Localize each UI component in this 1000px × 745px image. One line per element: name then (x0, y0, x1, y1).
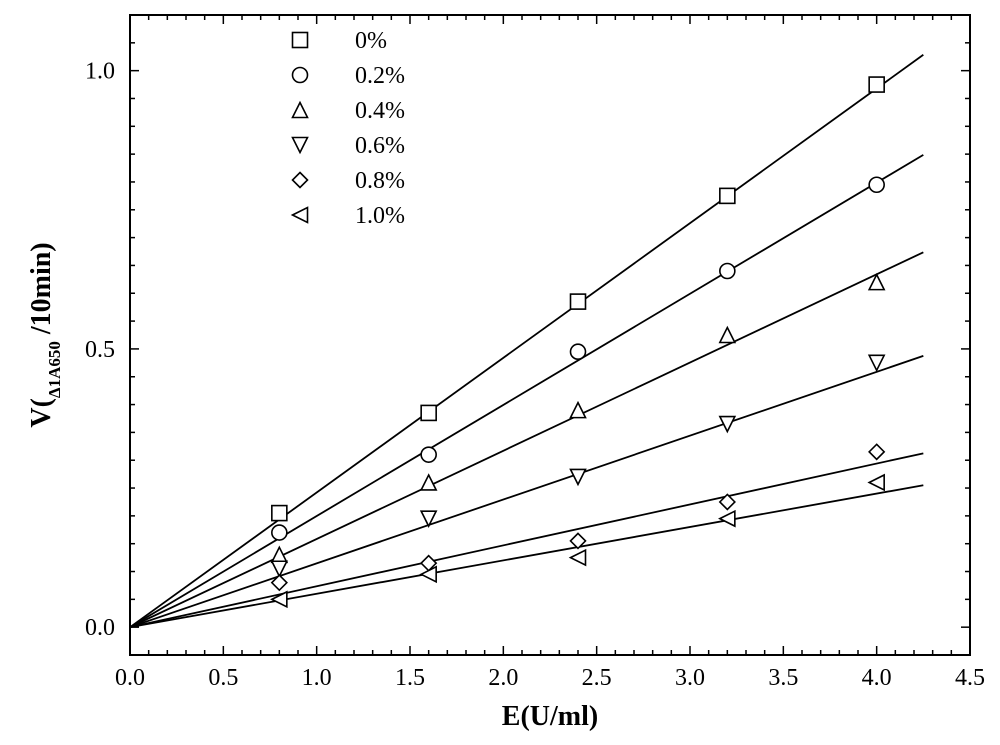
x-tick-label: 1.0 (302, 665, 332, 691)
data-marker (869, 177, 884, 192)
data-marker (571, 294, 586, 309)
x-tick-label: 3.5 (768, 665, 798, 691)
data-marker (421, 405, 436, 420)
data-marker (720, 188, 735, 203)
x-tick-label: 3.0 (675, 665, 705, 691)
legend-marker (293, 68, 308, 83)
x-tick-label: 4.0 (862, 665, 892, 691)
x-tick-label: 0.0 (115, 665, 145, 691)
data-marker (272, 506, 287, 521)
data-marker (421, 447, 436, 462)
legend-label: 0.2% (355, 63, 405, 89)
data-marker (272, 525, 287, 540)
chart-svg: 0.0 0.5 1.0 1.5 2.0 2.5 3.0 3.5 4.0 4.5 0.0 0.5 1.0 E… (0, 0, 1000, 745)
x-tick-label: 4.5 (955, 665, 985, 691)
x-tick-label: 0.5 (208, 665, 238, 691)
data-marker (571, 344, 586, 359)
data-marker (869, 77, 884, 92)
y-tick-label: 0.0 (85, 615, 115, 641)
chart-container: 0.0 0.5 1.0 1.5 2.0 2.5 3.0 3.5 4.0 4.5 0.0 0.5 1.0 E… (0, 0, 1000, 745)
legend-label: 1.0% (355, 203, 405, 229)
x-tick-label: 1.5 (395, 665, 425, 691)
legend-label: 0.4% (355, 98, 405, 124)
data-marker (720, 264, 735, 279)
y-tick-label: 0.5 (85, 337, 115, 363)
x-tick-label: 2.0 (488, 665, 518, 691)
legend-label: 0.8% (355, 168, 405, 194)
legend-label: 0% (355, 28, 387, 54)
legend-marker (293, 33, 308, 48)
x-tick-label: 2.5 (582, 665, 612, 691)
y-tick-label: 1.0 (85, 59, 115, 85)
x-axis-label: E(U/ml) (502, 701, 598, 732)
legend-label: 0.6% (355, 133, 405, 159)
